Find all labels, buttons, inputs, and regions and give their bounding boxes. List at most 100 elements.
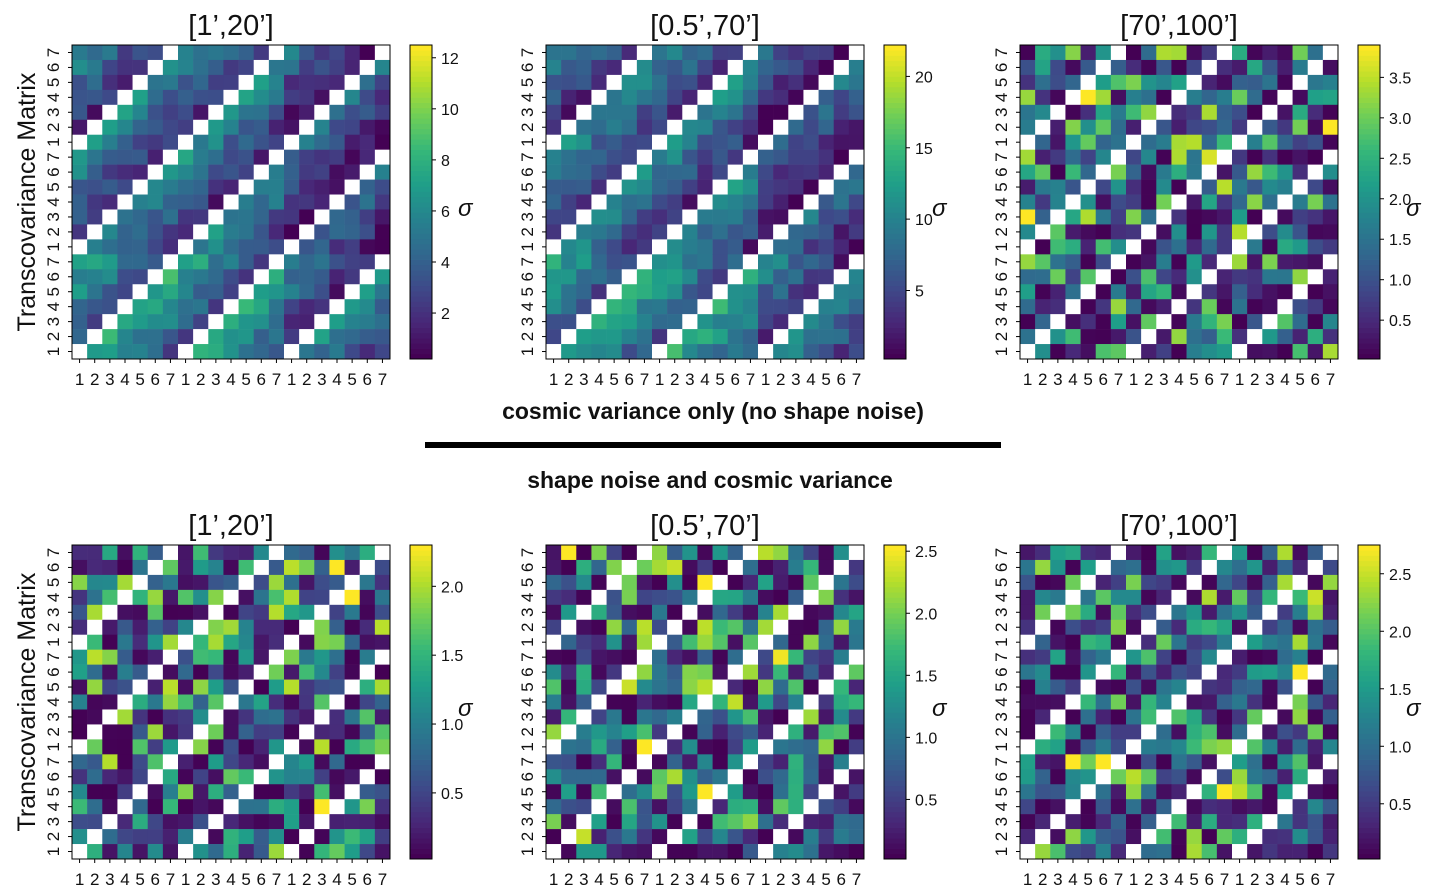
heatmap-cell bbox=[1065, 709, 1081, 725]
heatmap-cell bbox=[788, 769, 804, 785]
heatmap-cell bbox=[162, 559, 179, 576]
heatmap-cell bbox=[178, 59, 194, 76]
heatmap-cell bbox=[833, 119, 850, 136]
heatmap-cell bbox=[374, 299, 391, 315]
heatmap-cell bbox=[344, 254, 361, 270]
heatmap-cell bbox=[1216, 89, 1233, 106]
heatmap-cell bbox=[727, 89, 744, 106]
heatmap-cell bbox=[1065, 134, 1081, 150]
colorbar-segment bbox=[410, 853, 432, 860]
colorbar-segment bbox=[410, 790, 432, 797]
heatmap-cell bbox=[712, 769, 729, 785]
heatmap-cell bbox=[712, 559, 729, 576]
heatmap-cell bbox=[1080, 559, 1097, 576]
heatmap-cell bbox=[132, 59, 149, 76]
heatmap-panel-2: [0.5’,70’]1 2 3 4 5 6 7 1 2 3 4 5 6 7 1 2 3 4 5 6 7123456712… bbox=[518, 10, 948, 389]
heatmap-cell bbox=[546, 739, 562, 755]
heatmap-cell bbox=[314, 179, 330, 195]
heatmap-cell bbox=[193, 679, 209, 695]
heatmap-cell bbox=[546, 119, 562, 136]
y-tick-label: 7 bbox=[518, 257, 537, 266]
heatmap-cell bbox=[208, 269, 224, 285]
y-tick-label: 5 bbox=[44, 287, 63, 296]
heatmap-cell bbox=[359, 89, 376, 106]
heatmap-cell bbox=[223, 45, 239, 61]
heatmap-cell bbox=[667, 754, 683, 770]
heatmap-cell bbox=[727, 799, 744, 815]
heatmap-cell bbox=[132, 74, 149, 91]
heatmap-cell bbox=[1141, 754, 1157, 770]
heatmap-cell bbox=[758, 299, 774, 315]
heatmap-cell bbox=[147, 119, 164, 136]
colorbar-segment bbox=[410, 764, 432, 771]
heatmap-cell bbox=[1201, 649, 1218, 665]
heatmap-cell bbox=[712, 164, 729, 180]
heatmap-cell bbox=[636, 545, 653, 561]
heatmap-cell bbox=[788, 299, 804, 315]
y-tick-label: 6 bbox=[992, 63, 1011, 72]
heatmap-cell bbox=[1095, 239, 1112, 255]
heatmap-cell bbox=[636, 344, 653, 360]
heatmap-cell bbox=[788, 844, 804, 860]
heatmap-cell bbox=[1065, 574, 1081, 591]
heatmap-cell bbox=[1201, 314, 1218, 330]
heatmap-cell bbox=[268, 545, 285, 561]
colorbar-segment bbox=[410, 97, 432, 103]
heatmap-cell bbox=[344, 134, 361, 150]
heatmap-cell bbox=[1050, 844, 1066, 860]
heatmap-cell bbox=[1292, 74, 1309, 91]
heatmap-cell bbox=[848, 814, 865, 830]
heatmap-cell bbox=[268, 679, 285, 695]
heatmap-cell bbox=[238, 634, 255, 650]
heatmap-cell bbox=[1262, 329, 1278, 345]
heatmap-cell bbox=[374, 589, 391, 606]
heatmap-cell bbox=[742, 739, 759, 755]
heatmap-cell bbox=[87, 149, 103, 165]
heatmap-cell bbox=[1216, 209, 1233, 225]
heatmap-cell bbox=[1247, 239, 1263, 255]
heatmap-cell bbox=[329, 239, 345, 255]
heatmap-cell bbox=[223, 709, 239, 725]
heatmap-cell bbox=[758, 269, 774, 285]
heatmap-cell bbox=[72, 104, 88, 121]
heatmap-cell bbox=[238, 89, 255, 106]
heatmap-cell bbox=[87, 619, 103, 636]
heatmap-cell bbox=[576, 45, 592, 61]
heatmap-cell bbox=[1080, 664, 1097, 680]
heatmap-cell bbox=[773, 164, 789, 180]
colorbar-segment bbox=[410, 801, 432, 808]
heatmap-cell bbox=[87, 604, 103, 621]
colorbar-segment bbox=[884, 249, 906, 255]
heatmap-cell bbox=[1156, 59, 1172, 76]
heatmap-cell bbox=[591, 329, 607, 345]
heatmap-cell bbox=[1065, 344, 1081, 360]
heatmap-cell bbox=[758, 754, 774, 770]
heatmap-cell bbox=[284, 134, 300, 150]
y-tick-label: 5 bbox=[44, 787, 63, 796]
heatmap-cell bbox=[268, 664, 285, 680]
heatmap-cell bbox=[162, 694, 179, 710]
heatmap-cell bbox=[652, 89, 668, 106]
heatmap-cell bbox=[132, 634, 149, 650]
heatmap-cell bbox=[833, 844, 850, 860]
colorbar-segment bbox=[884, 338, 906, 344]
heatmap-cell bbox=[1171, 149, 1187, 165]
heatmap-cell bbox=[1292, 754, 1309, 770]
heatmap-cell bbox=[818, 179, 835, 195]
heatmap-cell bbox=[208, 239, 224, 255]
heatmap-cell bbox=[1126, 589, 1142, 606]
colorbar-segment bbox=[410, 139, 432, 145]
heatmap-cell bbox=[223, 844, 239, 860]
heatmap-cell bbox=[1156, 269, 1172, 285]
heatmap-cell bbox=[697, 649, 713, 665]
heatmap-cell bbox=[268, 239, 285, 255]
heatmap-cell bbox=[697, 604, 713, 621]
heatmap-cell bbox=[193, 119, 209, 136]
colorbar-segment bbox=[884, 675, 906, 682]
colorbar-segment bbox=[884, 50, 906, 56]
heatmap-cell bbox=[1247, 679, 1263, 695]
heatmap-cell bbox=[1307, 754, 1324, 770]
heatmap-cell bbox=[848, 149, 865, 165]
heatmap-cell bbox=[1232, 164, 1248, 180]
heatmap-cell bbox=[1232, 89, 1248, 106]
